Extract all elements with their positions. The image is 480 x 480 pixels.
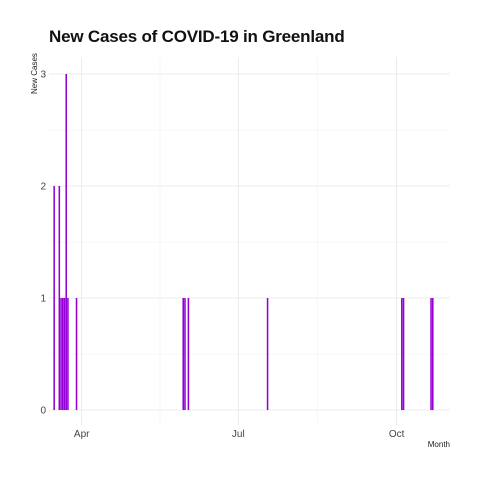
bar	[266, 298, 269, 410]
bar	[67, 298, 69, 410]
y-tick-label: 2	[40, 182, 46, 193]
bar	[63, 298, 66, 410]
x-tick-label: Oct	[389, 429, 405, 440]
bar	[187, 298, 190, 410]
x-axis-label: Month	[427, 440, 450, 449]
bar	[75, 298, 78, 410]
chart-title: New Cases of COVID-19 in Greenland	[49, 27, 345, 46]
bar	[61, 298, 64, 410]
bar	[432, 298, 434, 410]
y-tick-label: 0	[40, 406, 46, 417]
bar	[184, 298, 186, 410]
y-tick-label: 3	[40, 70, 46, 81]
bar	[58, 186, 61, 410]
y-tick-label: 1	[40, 294, 46, 305]
bar	[430, 298, 432, 410]
bar	[401, 298, 403, 410]
bar	[402, 298, 405, 410]
bar	[53, 186, 55, 410]
x-tick-label: Jul	[232, 429, 245, 440]
bar	[65, 74, 67, 410]
bar	[182, 298, 185, 410]
bar	[60, 298, 62, 410]
x-tick-label: Apr	[74, 429, 90, 440]
